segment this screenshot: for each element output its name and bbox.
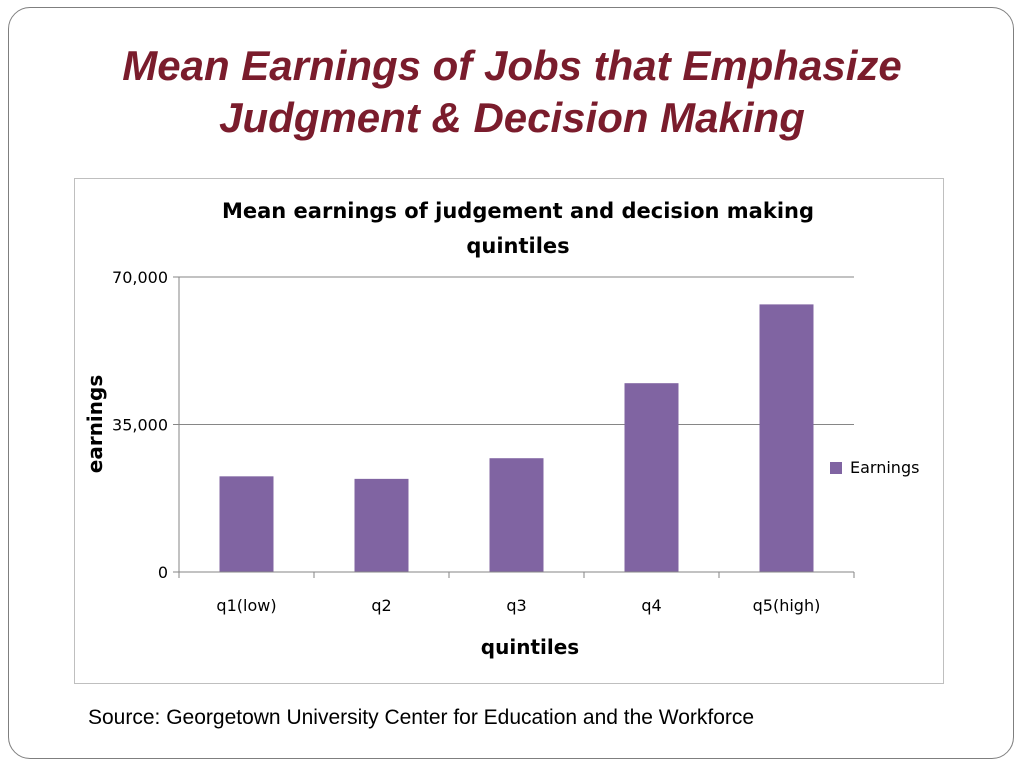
slide-title-line-1: Mean Earnings of Jobs that Emphasize: [122, 42, 902, 89]
x-axis-title: quintiles: [481, 635, 579, 659]
x-tick-label: q3: [506, 596, 526, 615]
y-tick-label: 70,000: [112, 268, 168, 287]
x-tick-label: q2: [371, 596, 391, 615]
bar-chart: Mean earnings of judgement and decision …: [83, 199, 855, 659]
x-tick-label: q1(low): [216, 596, 276, 615]
chart-title-line-2: quintiles: [466, 234, 569, 258]
y-tick-label: 35,000: [112, 416, 168, 435]
x-tick-label: q4: [641, 596, 661, 615]
slide-title: Mean Earnings of Jobs that Emphasize Jud…: [0, 40, 1024, 144]
legend-swatch: [830, 461, 842, 474]
bar-q5high: [759, 304, 814, 572]
source-note: Source: Georgetown University Center for…: [88, 706, 755, 729]
bar-q2: [354, 478, 409, 572]
x-tick-label: q5(high): [753, 596, 821, 615]
legend-label: Earnings: [850, 458, 920, 477]
slide-title-line-2: Judgment & Decision Making: [219, 94, 805, 141]
chart-title-line-1: Mean earnings of judgement and decision …: [222, 199, 814, 223]
chart-legend: Earnings: [830, 458, 919, 477]
y-axis-title: earnings: [83, 375, 107, 473]
bar-q3: [489, 458, 544, 572]
y-tick-label: 0: [158, 563, 168, 582]
bar-q1low: [219, 476, 274, 572]
bar-q4: [624, 383, 679, 572]
